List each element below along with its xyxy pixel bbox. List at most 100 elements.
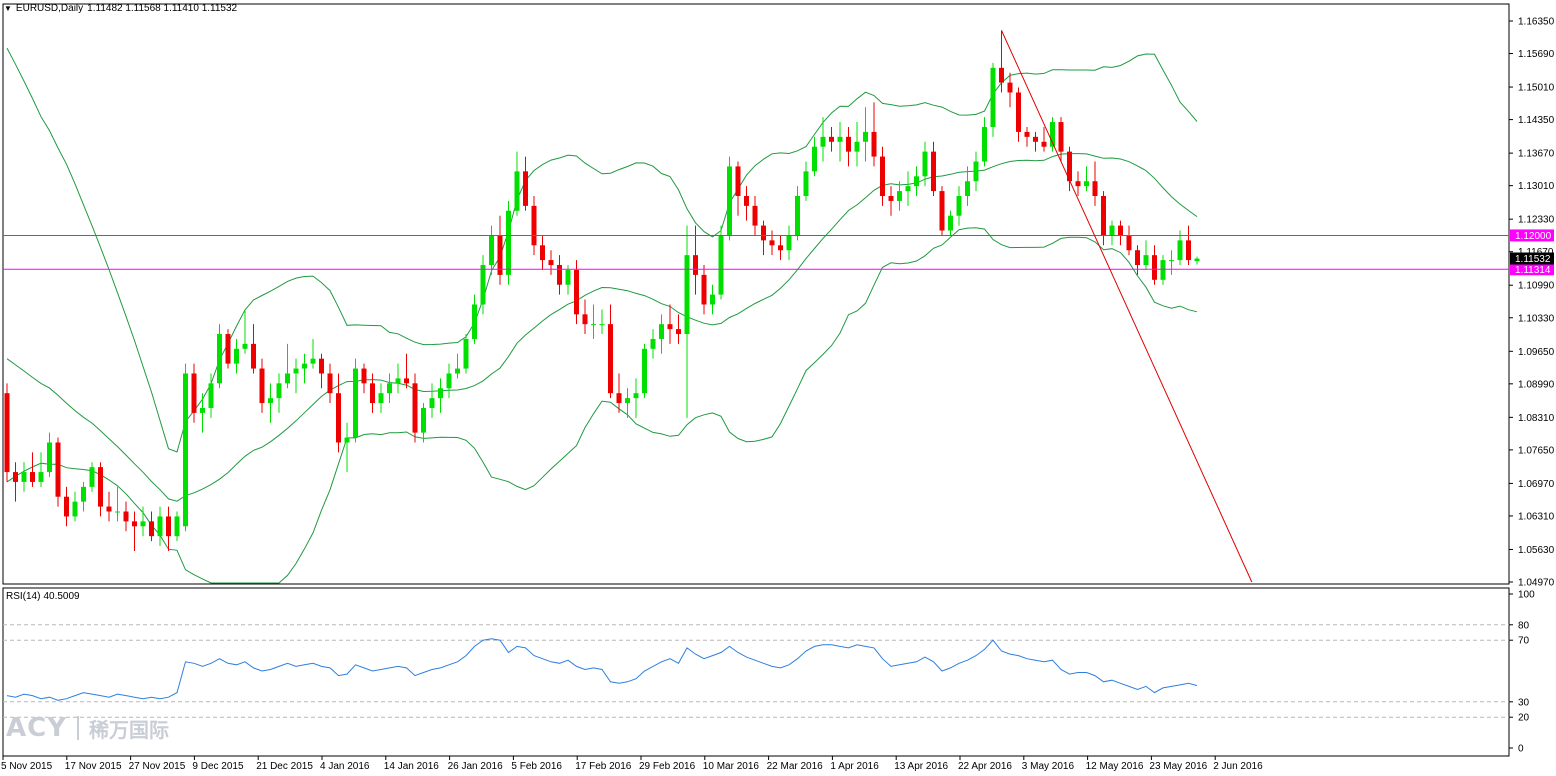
candle (217, 324, 222, 389)
candle (412, 373, 418, 443)
candle-body (948, 215, 953, 231)
candle (1143, 240, 1149, 270)
candle-body (140, 521, 146, 527)
candle-body (795, 196, 800, 236)
ohlc-label: 1.11482 1.11568 1.11410 1.11532 (87, 3, 238, 14)
candle (956, 186, 962, 226)
dropdown-triangle-icon[interactable]: ▼ (4, 4, 12, 13)
price-tick-label: 1.07650 (1518, 445, 1555, 456)
rsi-value: 40.5009 (43, 591, 80, 602)
level-price-label: 1.12000 (1515, 231, 1552, 242)
candle (795, 186, 800, 241)
candle-body (302, 363, 307, 369)
candle (140, 506, 146, 537)
candle (353, 358, 358, 443)
price-tick-label: 1.10330 (1518, 313, 1555, 324)
candle (225, 329, 231, 369)
candle-body (982, 126, 987, 162)
time-tick-label: 2 Jun 2016 (1213, 761, 1263, 772)
price-tick-label: 1.08310 (1518, 413, 1555, 424)
candle-body (200, 407, 205, 413)
candle (472, 294, 477, 344)
candle (837, 122, 843, 162)
candle-body (336, 393, 341, 443)
candle-body (642, 348, 647, 394)
candle (149, 511, 154, 542)
candle (106, 491, 112, 522)
symbol-label: EURUSD,Daily (15, 3, 84, 14)
candle (1007, 72, 1013, 108)
candle-body (1152, 255, 1157, 280)
candle (191, 363, 197, 423)
candle (1016, 87, 1021, 142)
candle-body (608, 324, 613, 394)
candle (540, 235, 545, 270)
price-tick-label: 1.08990 (1518, 379, 1555, 390)
candle-body (412, 383, 418, 433)
candle-body (599, 324, 605, 326)
candle (616, 373, 622, 413)
candle (13, 462, 18, 502)
candle-body (591, 324, 596, 326)
candle-body (659, 324, 664, 339)
candle (812, 136, 817, 177)
candle (820, 117, 826, 162)
time-tick-label: 14 Jan 2016 (384, 761, 439, 772)
candle (1160, 255, 1166, 285)
candle-body (633, 393, 639, 399)
candle-body (854, 141, 860, 152)
candle-body (846, 136, 851, 152)
horizontal-levels[interactable]: 1.12000 1.11314 (3, 229, 1554, 276)
candle (948, 210, 953, 236)
candle-body (914, 176, 919, 187)
candle (1067, 146, 1072, 192)
price-tick-label: 1.16350 (1518, 17, 1555, 28)
candle-body (693, 255, 698, 275)
candle-body (421, 407, 426, 433)
time-tick-label: 17 Feb 2016 (575, 761, 632, 772)
candle (642, 343, 647, 399)
candle (574, 260, 579, 325)
bollinger-upper (6, 47, 1198, 453)
candle-body (803, 171, 809, 197)
candle (259, 358, 265, 413)
candle-body (565, 269, 571, 285)
candle-body (897, 191, 902, 201)
time-tick-label: 23 May 2016 (1149, 761, 1207, 772)
candle-body (701, 274, 707, 305)
candle-body (931, 151, 936, 192)
candle (939, 186, 945, 236)
candle-body (472, 304, 477, 339)
candle (506, 200, 511, 285)
bollinger-middle (6, 153, 1198, 502)
candle-body (285, 373, 290, 384)
candle (429, 383, 435, 418)
candle (404, 353, 409, 389)
rsi-tick-label: 70 (1518, 636, 1530, 647)
watermark-logo: ACY 稀万国际 (6, 713, 169, 743)
current-price-box (1510, 252, 1554, 265)
candle (1101, 191, 1106, 246)
candle-body (574, 269, 579, 315)
candle (344, 422, 350, 473)
candle-body (514, 171, 520, 211)
candle-body (21, 472, 27, 482)
logo-chinese-text: 稀万国际 (89, 717, 170, 742)
candle (1041, 126, 1047, 152)
candle-body (259, 368, 265, 404)
candle-body (149, 521, 154, 537)
candle (1024, 126, 1030, 147)
candle-body (1092, 181, 1098, 197)
candle (30, 452, 35, 487)
candle-body (939, 191, 945, 231)
level-price-box (1510, 229, 1554, 242)
rsi-label: RSI(14) (6, 591, 41, 602)
candle-body (38, 472, 44, 482)
candle-body (1007, 82, 1013, 93)
trendline[interactable] (1001, 30, 1253, 583)
candle (965, 166, 970, 206)
time-tick-label: 1 Apr 2016 (830, 761, 879, 772)
candle-body (837, 136, 843, 142)
candle-body (778, 245, 783, 251)
candle (676, 314, 681, 344)
